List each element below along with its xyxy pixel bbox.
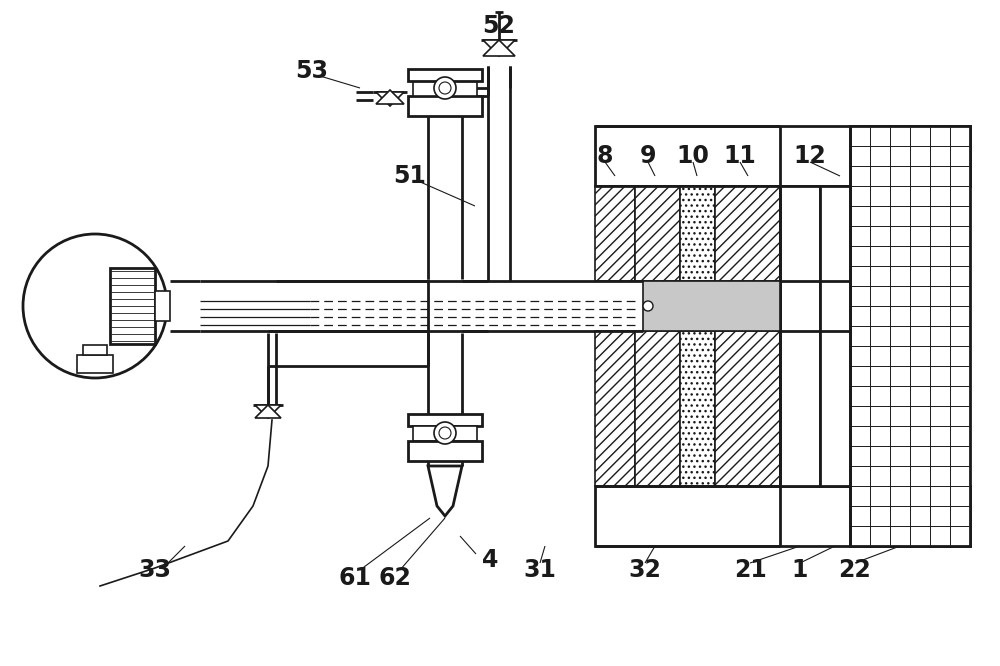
Bar (850, 126, 970, 546)
Bar (413, 426, 477, 441)
Text: 8: 8 (597, 144, 613, 168)
Text: 4: 4 (482, 548, 498, 572)
Bar (77, 355, 113, 373)
Bar (408, 69, 482, 81)
Polygon shape (376, 90, 404, 104)
Bar (715, 186, 780, 281)
Circle shape (434, 77, 456, 99)
Bar (413, 81, 477, 96)
Bar (83, 345, 107, 355)
Bar (643, 281, 780, 331)
Text: 21: 21 (734, 558, 766, 582)
Text: 33: 33 (138, 558, 172, 582)
Bar (408, 414, 482, 426)
Text: 31: 31 (524, 558, 556, 582)
Bar (680, 186, 715, 281)
Bar (595, 186, 635, 281)
Bar (780, 186, 820, 486)
Circle shape (23, 234, 167, 378)
Circle shape (439, 427, 451, 439)
Text: 9: 9 (640, 144, 656, 168)
Bar (635, 331, 680, 486)
Bar (680, 331, 715, 486)
Bar (595, 486, 970, 546)
Polygon shape (255, 405, 281, 418)
Text: 51: 51 (394, 164, 426, 188)
Bar (715, 331, 780, 486)
Text: 12: 12 (794, 144, 826, 168)
Bar (635, 186, 680, 281)
Polygon shape (483, 40, 515, 56)
Circle shape (434, 422, 456, 444)
Text: 61: 61 (339, 566, 371, 590)
Text: 62: 62 (379, 566, 411, 590)
Polygon shape (483, 40, 515, 56)
Bar (110, 268, 155, 344)
Bar (155, 291, 170, 321)
Circle shape (439, 82, 451, 94)
Text: 10: 10 (677, 144, 709, 168)
Polygon shape (428, 466, 462, 516)
Text: 22: 22 (839, 558, 871, 582)
Polygon shape (255, 405, 281, 418)
Text: 32: 32 (629, 558, 661, 582)
Text: 11: 11 (724, 144, 756, 168)
Text: 53: 53 (296, 59, 328, 83)
Polygon shape (376, 92, 404, 106)
Bar (595, 331, 635, 486)
Bar (595, 126, 970, 186)
Bar (408, 441, 482, 461)
Bar (820, 186, 850, 486)
Circle shape (643, 301, 653, 311)
Bar (408, 96, 482, 116)
Bar (653, 283, 778, 329)
Text: 52: 52 (483, 14, 515, 38)
Text: 1: 1 (792, 558, 808, 582)
